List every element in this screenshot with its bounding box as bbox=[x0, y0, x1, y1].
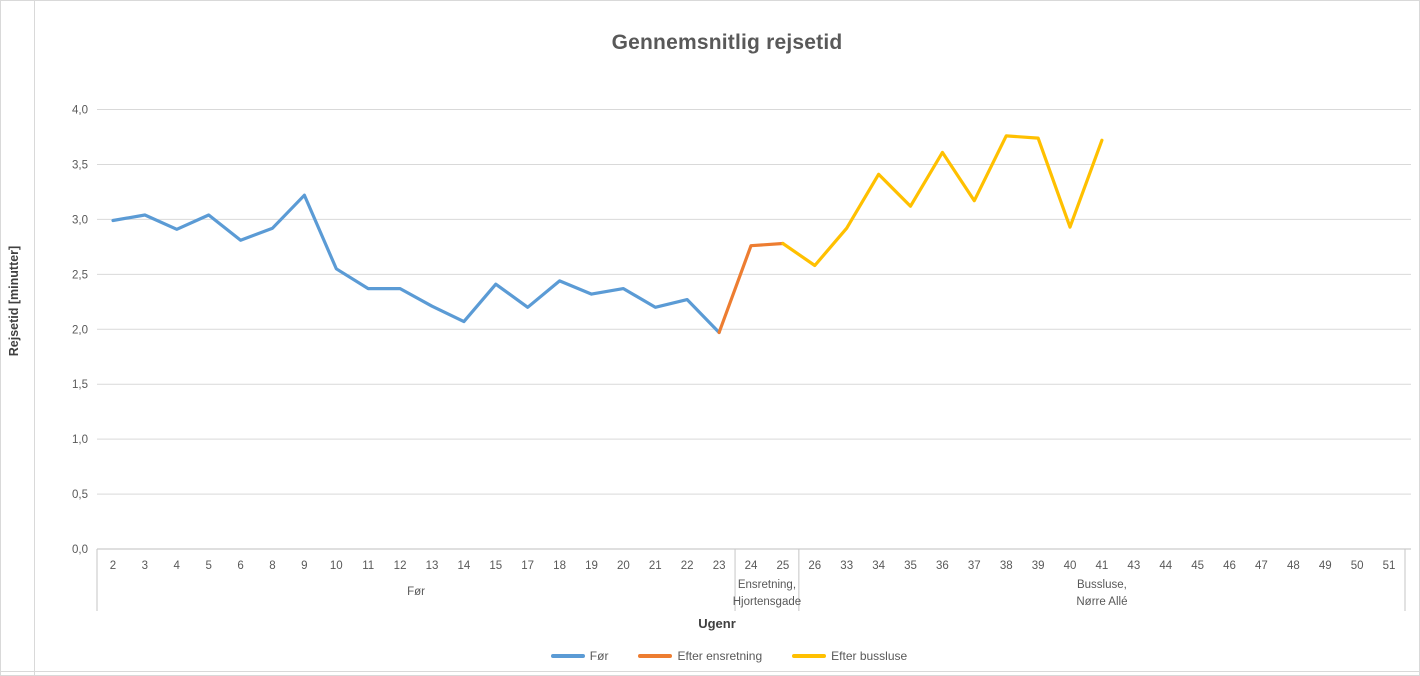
x-tick-label: 21 bbox=[649, 560, 662, 572]
series-line-efter-bussluse bbox=[781, 134, 1104, 268]
y-tick-label: 4,0 bbox=[72, 105, 88, 117]
x-tick-label: 18 bbox=[553, 560, 566, 572]
x-tick-label: 49 bbox=[1319, 560, 1332, 572]
x-tick-label: 10 bbox=[330, 560, 343, 572]
x-tick-label: 12 bbox=[394, 560, 407, 572]
y-tick-label: 2,0 bbox=[72, 324, 88, 336]
y-tick-label: 3,0 bbox=[72, 214, 88, 226]
x-tick-label: 24 bbox=[745, 560, 758, 572]
legend-label: Før bbox=[589, 649, 609, 663]
x-tick-label: 45 bbox=[1191, 560, 1204, 572]
x-tick-label: 36 bbox=[936, 560, 949, 572]
series-line-efter-ensretning bbox=[717, 241, 785, 335]
x-tick-label: 6 bbox=[237, 560, 243, 572]
category-group-label: Bussluse, bbox=[1077, 579, 1127, 591]
y-tick-label: 1,0 bbox=[72, 434, 88, 446]
category-group-label: Ensretning, bbox=[738, 579, 796, 591]
x-tick-label: 23 bbox=[713, 560, 726, 572]
x-tick-label: 44 bbox=[1159, 560, 1172, 572]
y-tick-label: 3,5 bbox=[72, 159, 88, 171]
legend-item-f-r: Før bbox=[550, 649, 609, 663]
y-tick-label: 2,5 bbox=[72, 269, 88, 281]
x-tick-label: 41 bbox=[1096, 560, 1109, 572]
legend-line-swatch bbox=[638, 654, 673, 658]
x-tick-label: 40 bbox=[1064, 560, 1077, 572]
x-tick-label: 46 bbox=[1223, 560, 1236, 572]
series-line-f-r bbox=[111, 193, 721, 335]
y-tick-label: 0,5 bbox=[72, 489, 88, 501]
x-tick-label: 50 bbox=[1351, 560, 1364, 572]
x-tick-label: 25 bbox=[777, 560, 790, 572]
x-tick-label: 43 bbox=[1127, 560, 1140, 572]
category-group-label: Nørre Allé bbox=[1076, 596, 1127, 608]
y-tick-label: 1,5 bbox=[72, 379, 88, 391]
x-tick-label: 17 bbox=[521, 560, 534, 572]
x-tick-label: 5 bbox=[205, 560, 211, 572]
x-tick-label: 35 bbox=[904, 560, 917, 572]
x-tick-label: 20 bbox=[617, 560, 630, 572]
legend-line-swatch bbox=[550, 654, 585, 658]
legend-label: Efter ensretning bbox=[677, 649, 763, 663]
x-axis-title: Ugenr bbox=[698, 616, 736, 631]
x-tick-label: 19 bbox=[585, 560, 598, 572]
legend: Før Efter ensretning Efter bussluse bbox=[34, 649, 1419, 663]
legend-line-swatch bbox=[792, 654, 827, 658]
x-tick-label: 38 bbox=[1000, 560, 1013, 572]
x-tick-label: 8 bbox=[269, 560, 275, 572]
x-tick-label: 51 bbox=[1383, 560, 1396, 572]
x-tick-label: 33 bbox=[840, 560, 853, 572]
x-tick-label: 37 bbox=[968, 560, 981, 572]
x-tick-label: 11 bbox=[362, 560, 374, 572]
x-tick-label: 3 bbox=[142, 560, 148, 572]
x-tick-label: 47 bbox=[1255, 560, 1268, 572]
x-tick-label: 15 bbox=[489, 560, 502, 572]
x-tick-label: 13 bbox=[426, 560, 439, 572]
left-frame-line bbox=[34, 1, 35, 675]
x-tick-label: 34 bbox=[872, 560, 885, 572]
legend-item-efter-ensretning: Efter ensretning bbox=[638, 649, 762, 663]
x-tick-label: 48 bbox=[1287, 560, 1300, 572]
x-tick-label: 4 bbox=[174, 560, 181, 572]
legend-item-efter-bussluse: Efter bussluse bbox=[792, 649, 907, 663]
chart-title: Gennemsnitlig rejsetid bbox=[611, 31, 843, 54]
legend-label: Efter bussluse bbox=[831, 649, 908, 663]
x-tick-label: 39 bbox=[1032, 560, 1045, 572]
category-group-label: Hjortensgade bbox=[733, 596, 801, 608]
x-tick-label: 2 bbox=[110, 560, 116, 572]
x-tick-label: 14 bbox=[457, 560, 470, 572]
x-tick-label: 9 bbox=[301, 560, 307, 572]
bottom-frame-line bbox=[1, 671, 1419, 672]
category-group-label: Før bbox=[407, 586, 425, 598]
x-tick-label: 26 bbox=[808, 560, 821, 572]
y-tick-label: 0,0 bbox=[72, 544, 88, 556]
x-tick-label: 22 bbox=[681, 560, 694, 572]
